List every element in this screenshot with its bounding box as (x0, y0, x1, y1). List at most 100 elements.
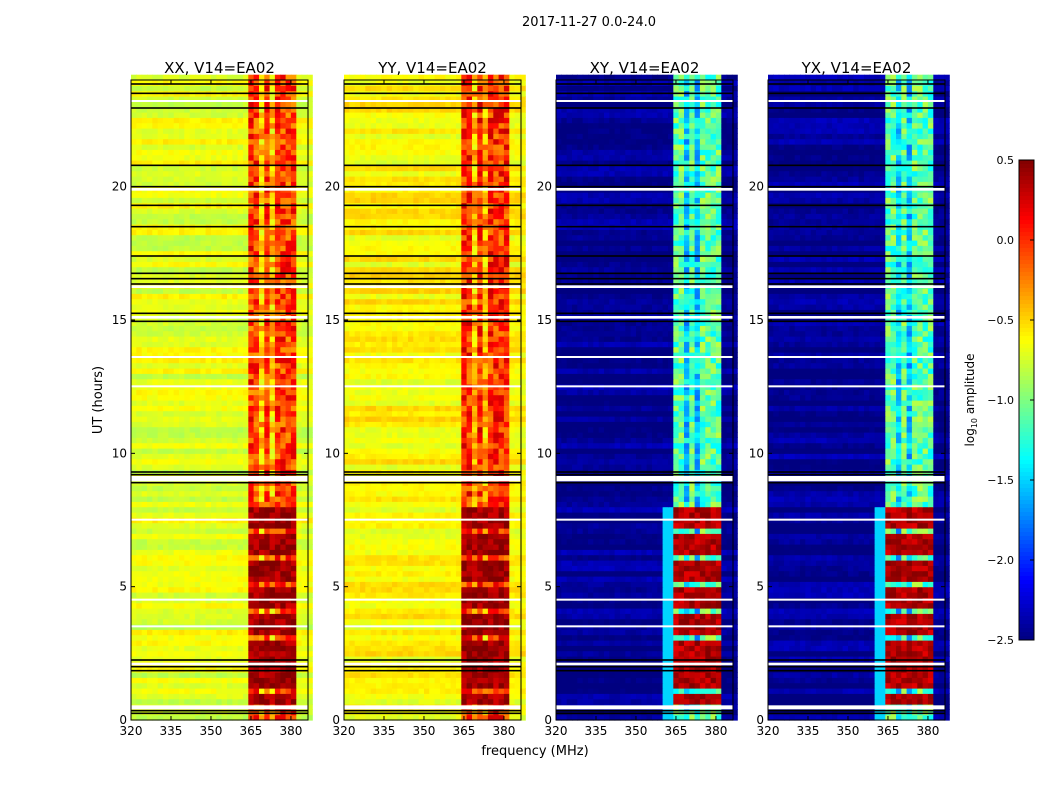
heatmap-cell (402, 634, 409, 641)
heatmap-cell (482, 592, 489, 598)
heatmap-cell (296, 650, 303, 657)
heatmap-cell (285, 213, 292, 220)
heatmap-cell (269, 346, 276, 353)
heatmap-cell (168, 437, 175, 444)
heatmap-cell (173, 117, 180, 124)
heatmap-cell (392, 698, 398, 705)
heatmap-cell (157, 544, 164, 550)
heatmap-cell (280, 677, 287, 684)
heatmap-cell (189, 96, 196, 102)
heatmap-cell (482, 666, 489, 673)
heatmap-cell (253, 277, 260, 284)
heatmap-cell (232, 245, 239, 252)
heatmap-cell (168, 256, 175, 262)
heatmap-cell (136, 112, 143, 118)
heatmap-cell (259, 410, 265, 417)
heatmap-cell (264, 293, 271, 300)
heatmap-cell (269, 496, 276, 502)
heatmap-cell (248, 453, 255, 460)
heatmap-cell (274, 106, 281, 113)
heatmap-cell (221, 261, 228, 268)
heatmap-cell (269, 634, 276, 641)
heatmap-cell (259, 309, 265, 316)
heatmap-cell (179, 421, 185, 428)
heatmap-cell (285, 160, 292, 166)
heatmap-cell (301, 240, 308, 246)
heatmap-cell (205, 554, 212, 561)
heatmap-cell (211, 693, 217, 700)
heatmap-cell (509, 656, 516, 662)
heatmap-cell (306, 485, 313, 492)
heatmap-cell (232, 453, 239, 460)
heatmap-cell (456, 650, 462, 657)
heatmap-cell (253, 160, 260, 166)
heatmap-cell (280, 101, 287, 108)
heatmap-cell (227, 96, 233, 102)
heatmap-cell (205, 266, 212, 273)
heatmap-cell (200, 138, 207, 145)
heatmap-cell (248, 341, 255, 348)
heatmap-cell (259, 442, 265, 449)
heatmap-cell (274, 352, 281, 358)
heatmap-cell (259, 586, 265, 593)
heatmap-cell (402, 650, 409, 657)
heatmap-cell (227, 458, 233, 465)
heatmap-cell (301, 560, 308, 566)
heatmap-cell (157, 400, 164, 406)
heatmap-cell (253, 437, 260, 444)
heatmap-cell (296, 346, 303, 353)
heatmap-cell (285, 650, 292, 657)
heatmap-cell (519, 650, 526, 657)
heatmap-cell (243, 426, 249, 433)
heatmap-cell (205, 229, 212, 236)
heatmap-cell (173, 565, 180, 572)
heatmap-cell (290, 373, 297, 380)
heatmap-cell (216, 234, 223, 241)
heatmap-cell (290, 197, 297, 204)
heatmap-cell (173, 405, 180, 412)
heatmap-cell (147, 176, 153, 182)
heatmap-cell (237, 650, 244, 657)
heatmap-cell (365, 682, 372, 689)
heatmap-cell (253, 677, 260, 684)
heatmap-cell (200, 528, 207, 534)
heatmap-cell (227, 149, 233, 156)
heatmap-cell (243, 709, 249, 716)
heatmap-cell (243, 645, 249, 652)
heatmap-cell (195, 490, 201, 497)
heatmap-cell (221, 389, 228, 396)
heatmap-cell (216, 389, 223, 396)
heatmap-cell (487, 656, 494, 662)
heatmap-cell (509, 672, 516, 678)
heatmap-cell (253, 533, 260, 540)
heatmap-cell (280, 149, 287, 156)
heatmap-cell (189, 122, 196, 129)
heatmap-cell (200, 405, 207, 412)
heatmap-cell (152, 346, 159, 353)
heatmap-cell (237, 320, 244, 326)
heatmap-cell (301, 368, 308, 374)
heatmap-cell (259, 581, 265, 588)
heatmap-cell (221, 645, 228, 652)
heatmap-cell (232, 682, 239, 689)
heatmap-cell (237, 122, 244, 129)
heatmap-cell (163, 453, 169, 460)
heatmap-cell (397, 666, 404, 673)
heatmap-cell (264, 176, 271, 182)
heatmap-cell (280, 336, 287, 342)
heatmap-cell (386, 693, 393, 700)
heatmap-cell (296, 256, 303, 262)
heatmap-cell (285, 144, 292, 150)
heatmap-cell (280, 96, 287, 102)
heatmap-cell (349, 645, 356, 652)
heatmap-cell (136, 330, 143, 337)
heatmap-cell (306, 688, 313, 694)
heatmap-cell (301, 122, 308, 129)
heatmap-cell (301, 85, 308, 92)
heatmap-cell (248, 389, 255, 396)
heatmap-cell (157, 245, 164, 252)
heatmap-cell (408, 640, 414, 646)
heatmap-cell (184, 133, 191, 140)
heatmap-cell (472, 688, 478, 694)
